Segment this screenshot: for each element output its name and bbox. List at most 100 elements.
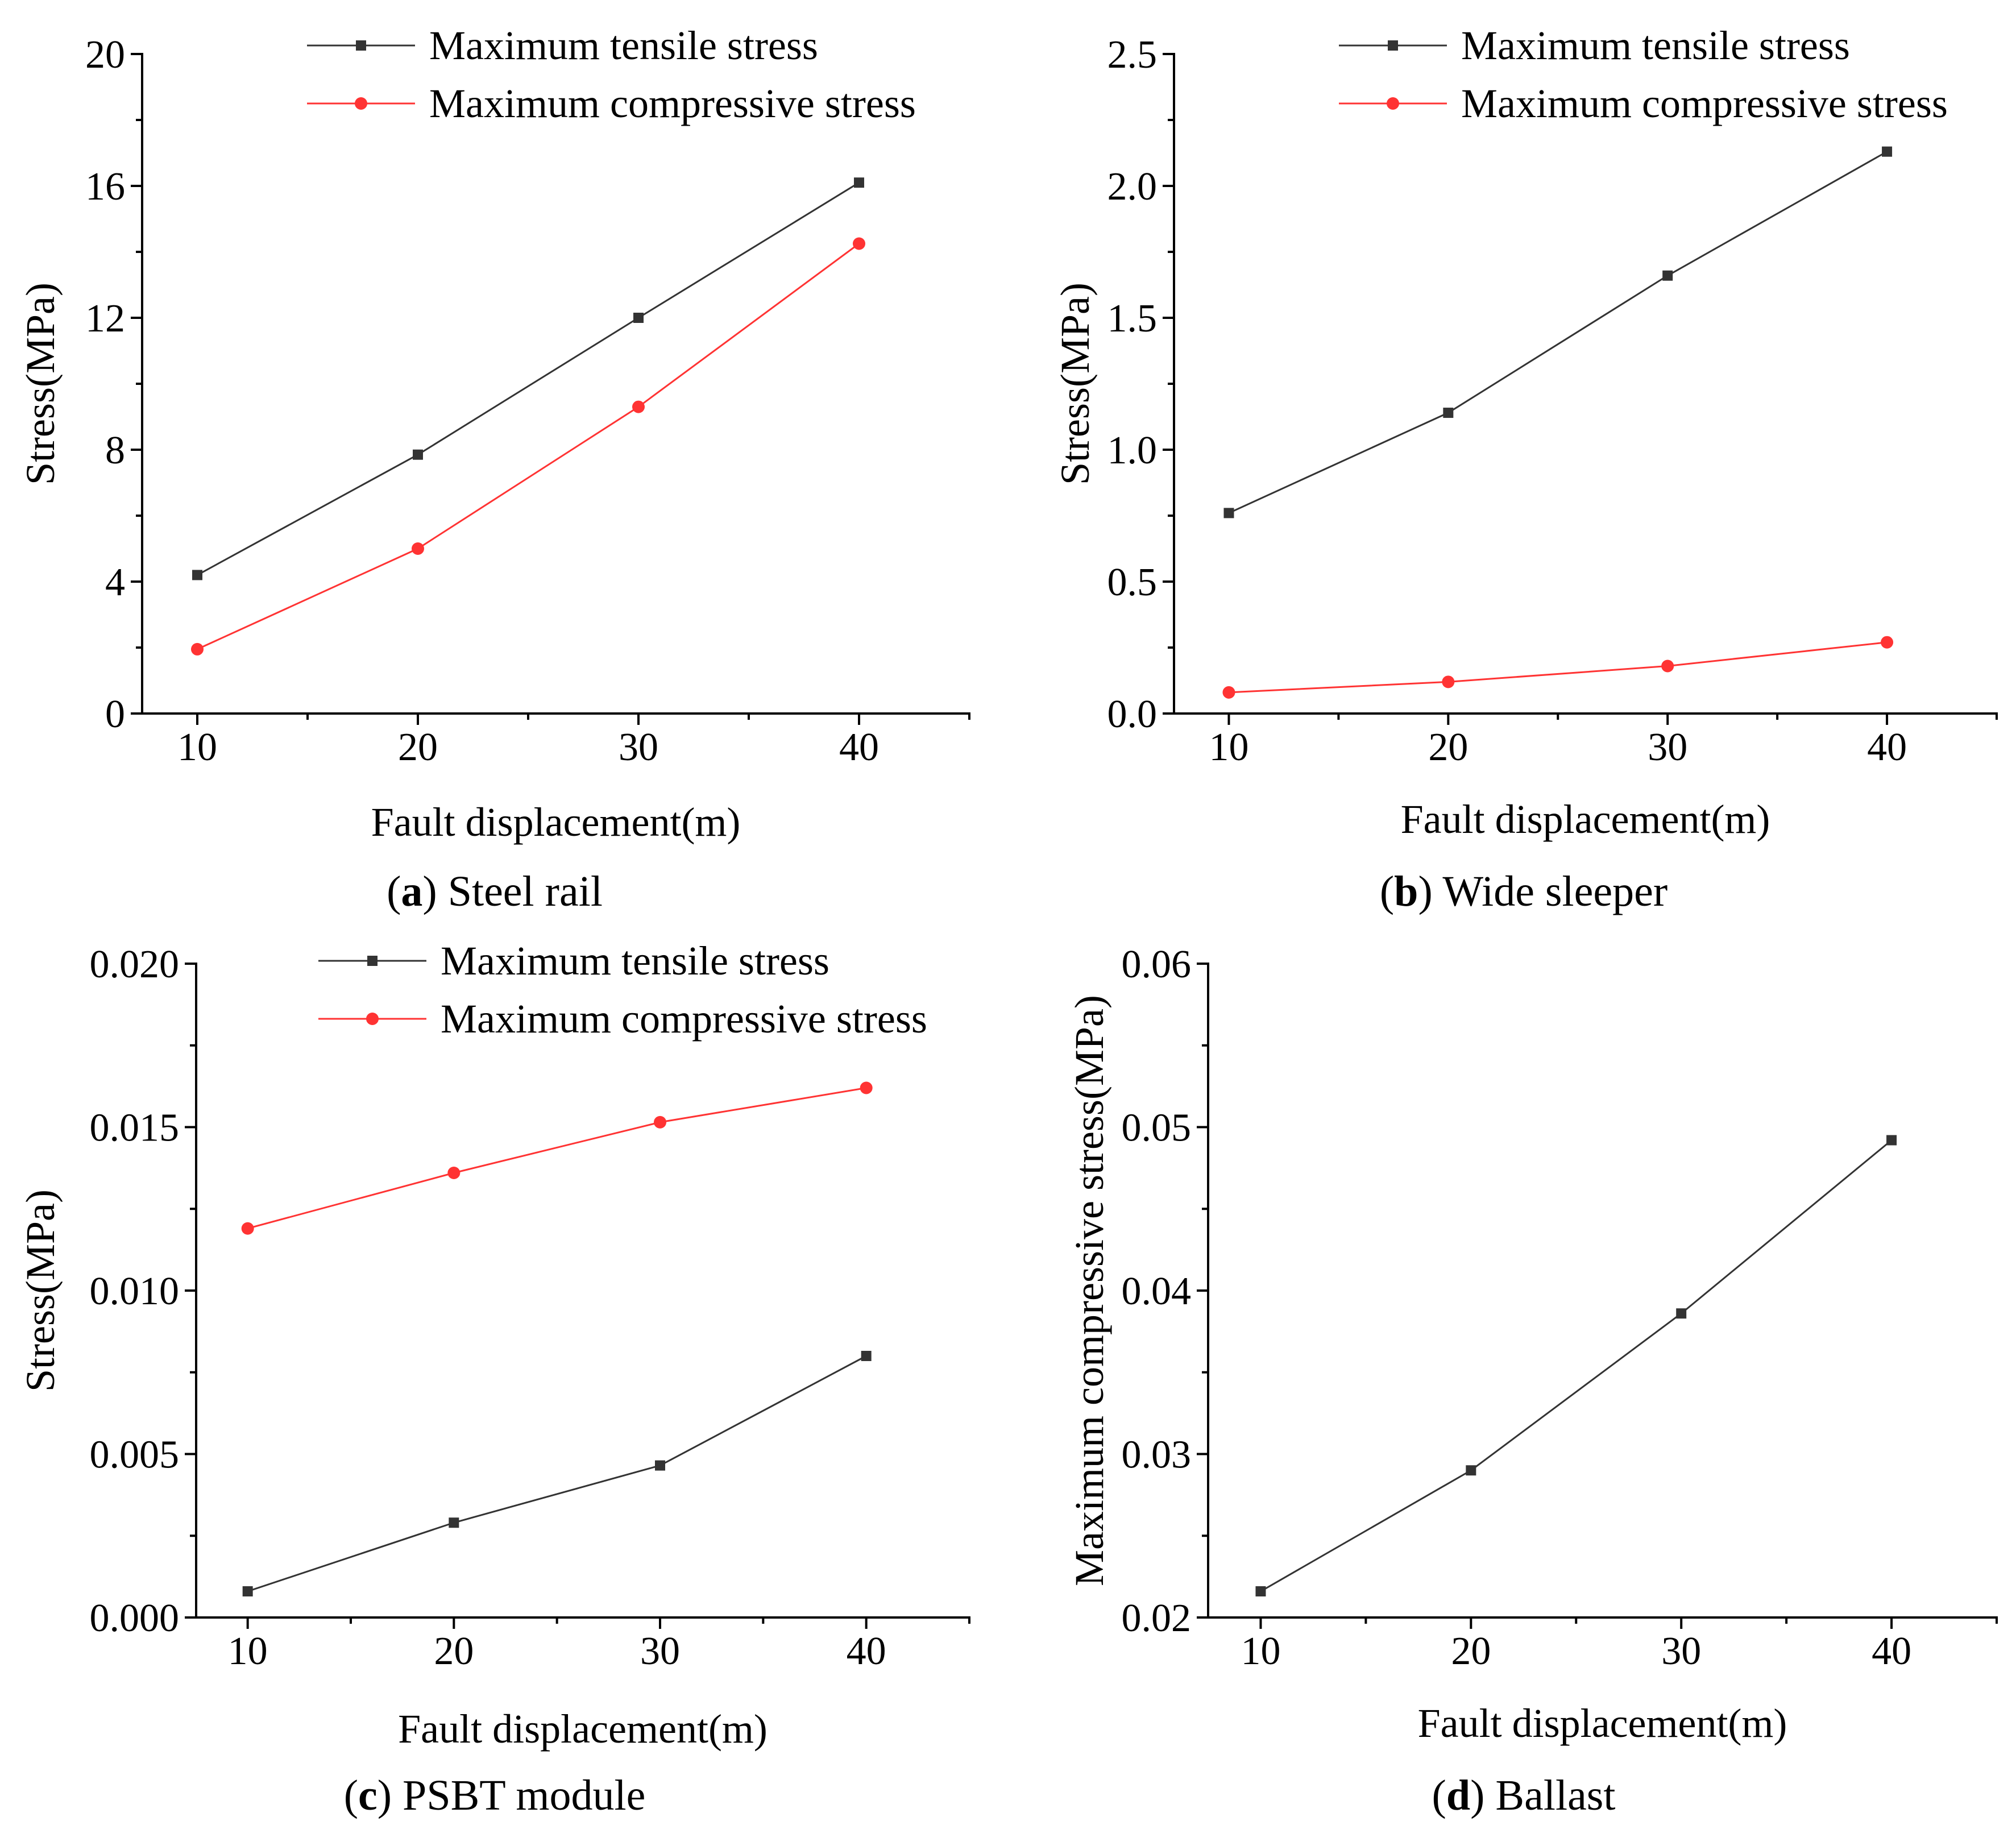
data-point	[860, 1081, 873, 1094]
y-axis-title: Maximum compressive stress(MPa)	[1067, 995, 1112, 1586]
legend-marker	[1388, 40, 1398, 51]
series-tensile	[1223, 146, 1893, 519]
data-point	[412, 542, 424, 555]
legend-marker	[366, 1013, 379, 1025]
x-tick-label: 30	[1661, 1629, 1701, 1673]
series-line	[197, 181, 860, 576]
legend: Maximum tensile stress Maximum compressiv…	[1339, 23, 1948, 126]
y-tick-label: 0.005	[90, 1433, 180, 1477]
series-tensile	[242, 1351, 872, 1596]
y-axis-title: Stress(MPa)	[18, 1189, 63, 1392]
caption-b-letter: b	[1394, 868, 1418, 915]
chart-panel-c: 10 20 30 40 0.000 0.005 0.010 0.015 0.020 Fault d…	[18, 938, 970, 1752]
caption-a-letter: a	[401, 868, 423, 915]
y-tick-label: 8	[105, 429, 125, 472]
series-compressive	[191, 237, 865, 656]
legend-label: Maximum compressive stress	[1461, 81, 1948, 126]
caption-b-text: Wide sleeper	[1442, 868, 1668, 915]
y-tick-label: 1.0	[1107, 429, 1158, 472]
y-tick-label: 0.03	[1122, 1433, 1192, 1477]
y-tick-label: 0.000	[90, 1596, 180, 1640]
data-point	[1466, 1465, 1476, 1476]
x-tick-label: 30	[619, 725, 658, 769]
x-tick-label: 20	[1451, 1629, 1491, 1673]
series-line	[247, 1355, 867, 1592]
series-compressive	[1222, 636, 1894, 699]
x-tick-label: 10	[177, 725, 217, 769]
y-tick-label: 0.015	[90, 1106, 180, 1150]
data-point	[449, 1517, 459, 1528]
data-point	[1882, 146, 1893, 157]
chart-panel-b: 10 20 30 40 0.0 0.5 1.0 1.5 2.0 2.5 Fault displace…	[1052, 23, 1998, 842]
y-axis-title: Stress(MPa)	[18, 283, 63, 485]
caption-d-letter: d	[1446, 1772, 1471, 1819]
y-tick-label: 2.0	[1107, 165, 1158, 209]
data-point	[1223, 508, 1234, 519]
series-compressive	[241, 1081, 873, 1235]
legend-label: Maximum tensile stress	[429, 23, 818, 68]
x-axis-title: Fault displacement(m)	[398, 1706, 768, 1752]
data-point	[655, 1460, 665, 1471]
x-tick-label: 40	[847, 1629, 886, 1673]
chart-panel-d: 10 20 30 40 0.02 0.03 0.04 0.05 0.06 Fault displa…	[1067, 943, 1998, 1746]
y-tick-label: 0.04	[1122, 1270, 1192, 1313]
series-line	[247, 1087, 866, 1230]
data-point	[1255, 1586, 1266, 1596]
caption-c-letter: c	[358, 1772, 378, 1819]
caption-b: (b) Wide sleeper	[1379, 868, 1668, 915]
data-point	[1443, 408, 1454, 418]
series-line	[1228, 151, 1888, 514]
x-tick-label: 20	[1428, 725, 1468, 769]
legend-marker	[356, 40, 366, 51]
legend: Maximum tensile stress Maximum compressiv…	[307, 23, 916, 126]
y-tick-label: 0	[105, 692, 125, 736]
data-point	[654, 1115, 666, 1129]
data-point	[1662, 270, 1673, 281]
data-point	[242, 1586, 253, 1596]
data-point	[854, 177, 864, 188]
series-line	[197, 243, 860, 650]
data-point	[1222, 686, 1235, 699]
y-tick-label: 20	[85, 33, 125, 77]
y-tick-label: 0.06	[1122, 943, 1192, 986]
y-tick-label: 0.5	[1107, 561, 1158, 604]
data-point	[633, 313, 644, 323]
chart-panel-a: 10 20 30 40 0 4 8 12 16 20 Fault displacement(m) St…	[18, 23, 970, 845]
y-tick-label: 0.02	[1122, 1596, 1192, 1640]
x-tick-label: 10	[1241, 1629, 1280, 1673]
legend-marker	[355, 97, 367, 110]
caption-c-text: PSBT module	[403, 1772, 646, 1819]
series-tensile	[192, 177, 864, 580]
data-point	[1676, 1308, 1687, 1319]
data-point	[1881, 636, 1894, 649]
x-axis-title: Fault displacement(m)	[371, 799, 741, 845]
x-axis-title: Fault displacement(m)	[1418, 1700, 1787, 1746]
x-tick-label: 30	[640, 1629, 680, 1673]
y-tick-label: 0.020	[90, 943, 180, 986]
data-point	[632, 400, 645, 413]
data-point	[1661, 660, 1674, 673]
legend-label: Maximum compressive stress	[441, 996, 927, 1042]
data-point	[241, 1222, 254, 1235]
x-tick-label: 40	[839, 725, 879, 769]
series-line	[1229, 641, 1888, 694]
caption-d: (d) Ballast	[1432, 1772, 1616, 1819]
x-axis-title: Fault displacement(m)	[1401, 797, 1770, 842]
legend-marker	[1387, 97, 1399, 110]
y-axis-title: Stress(MPa)	[1052, 283, 1098, 485]
data-point	[413, 449, 423, 460]
data-point	[853, 237, 865, 250]
y-tick-label: 1.5	[1107, 297, 1158, 341]
series-tensile	[1255, 1135, 1897, 1596]
legend-label: Maximum tensile stress	[441, 938, 829, 984]
y-tick-label: 4	[105, 561, 125, 604]
x-tick-label: 10	[228, 1629, 268, 1673]
x-tick-label: 20	[398, 725, 438, 769]
data-point	[447, 1167, 461, 1179]
legend-label: Maximum tensile stress	[1461, 23, 1850, 68]
x-tick-label: 30	[1648, 725, 1687, 769]
y-tick-label: 12	[85, 297, 125, 341]
y-tick-label: 0.0	[1107, 692, 1158, 736]
